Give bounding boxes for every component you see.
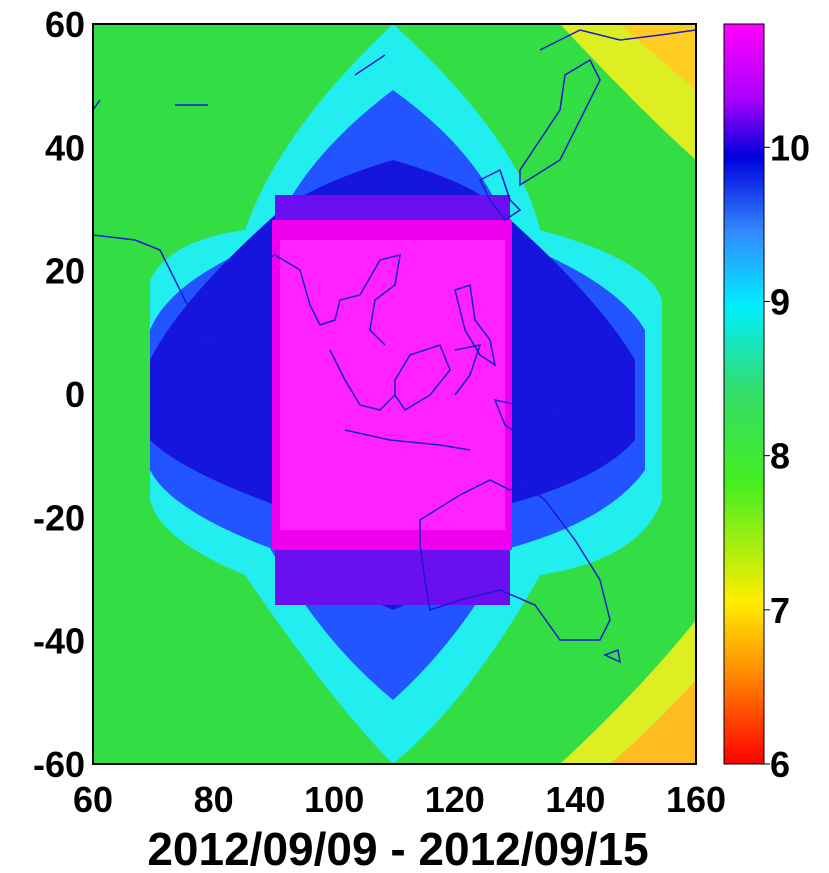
- coastline-java: [344, 429, 471, 451]
- colorbar-tick-label: 9: [770, 282, 790, 323]
- x-tick-label: 140: [545, 779, 605, 820]
- coastline-australia: [419, 479, 611, 641]
- coastline-japan: [519, 58, 601, 187]
- coastline-sumatra: [329, 349, 396, 411]
- coastline-fragment-2: [93, 99, 101, 111]
- x-tick-label: 100: [304, 779, 364, 820]
- coastline-borneo: [394, 344, 451, 412]
- y-tick-label: -40: [33, 621, 85, 662]
- colorbar: [723, 23, 765, 765]
- colorbar-ticks: 6 7 8 9 10: [764, 127, 810, 785]
- y-tick-label: 60: [45, 4, 85, 45]
- y-tick-label: 40: [45, 127, 85, 168]
- coastline-siberia: [539, 29, 696, 51]
- field-corner-bottom-right-inner: [610, 680, 696, 764]
- colorbar-tick-label: 10: [770, 127, 810, 168]
- coastline-philippines: [454, 284, 497, 367]
- x-tick-label: 60: [73, 779, 113, 820]
- colorbar-tick-label: 7: [770, 590, 790, 631]
- x-tick-label: 80: [194, 779, 234, 820]
- coastline-new-guinea: [493, 398, 563, 436]
- field-corner-top-right-inner: [620, 24, 696, 90]
- coastline-korea: [478, 168, 522, 222]
- y-tick-label: 20: [45, 251, 85, 292]
- plot-frame: [92, 23, 697, 765]
- field-core-peak: [280, 240, 505, 530]
- y-axis-ticks: 60 40 20 0 -20 -40 -60: [33, 4, 85, 785]
- x-tick-label: 120: [425, 779, 485, 820]
- coastline-sakhalin: [354, 54, 386, 76]
- coastline-south-asia: [93, 234, 401, 347]
- colorbar-tick-label: 6: [770, 744, 790, 785]
- colorbar-tick-label: 8: [770, 436, 790, 477]
- x-tick-label: 160: [666, 779, 726, 820]
- x-axis-ticks: 60 80 100 120 140 160: [73, 779, 726, 820]
- y-tick-label: -20: [33, 497, 85, 538]
- chart-title: 2012/09/09 - 2012/09/15: [147, 823, 648, 873]
- coastlines: [93, 29, 696, 664]
- heatmap-field: [93, 24, 696, 764]
- y-tick-label: 0: [65, 374, 85, 415]
- coastline-sulawesi: [454, 344, 482, 396]
- y-tick-label: -60: [33, 744, 85, 785]
- coastline-tasmania: [603, 648, 621, 664]
